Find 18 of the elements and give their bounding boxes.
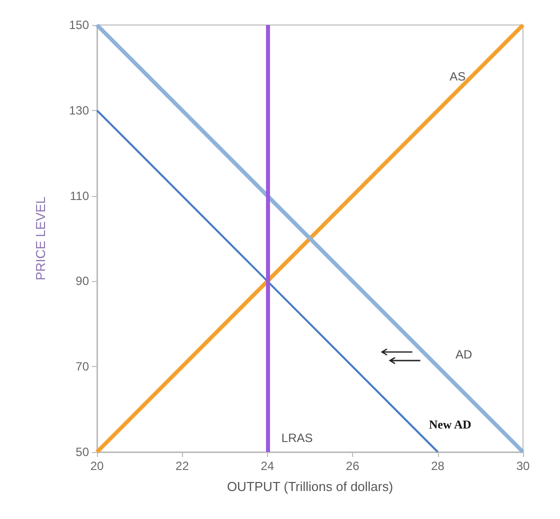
- y-tick-label: 70: [76, 360, 90, 374]
- x-tick-label: 30: [516, 459, 530, 473]
- series-label: New AD: [429, 417, 472, 432]
- y-tick-label: 110: [70, 188, 90, 203]
- y-tick-label: 150: [68, 18, 90, 32]
- y-tick-label: 90: [76, 274, 90, 288]
- series-label: AD: [455, 348, 472, 362]
- x-tick-label: 28: [431, 459, 445, 473]
- x-axis-title: OUTPUT (Trillions of dollars): [226, 479, 394, 494]
- x-tick-label: 26: [346, 459, 360, 473]
- series-label: AS: [450, 70, 466, 84]
- y-tick-label: 50: [76, 445, 90, 459]
- x-tick-label: 20: [90, 459, 104, 473]
- x-tick-label: 22: [176, 459, 190, 473]
- y-axis-title: PRICE LEVEL: [33, 196, 48, 280]
- x-tick-label: 24: [260, 459, 274, 473]
- y-tick-label: 130: [68, 103, 90, 118]
- ref-line-label: LRAS: [281, 431, 313, 445]
